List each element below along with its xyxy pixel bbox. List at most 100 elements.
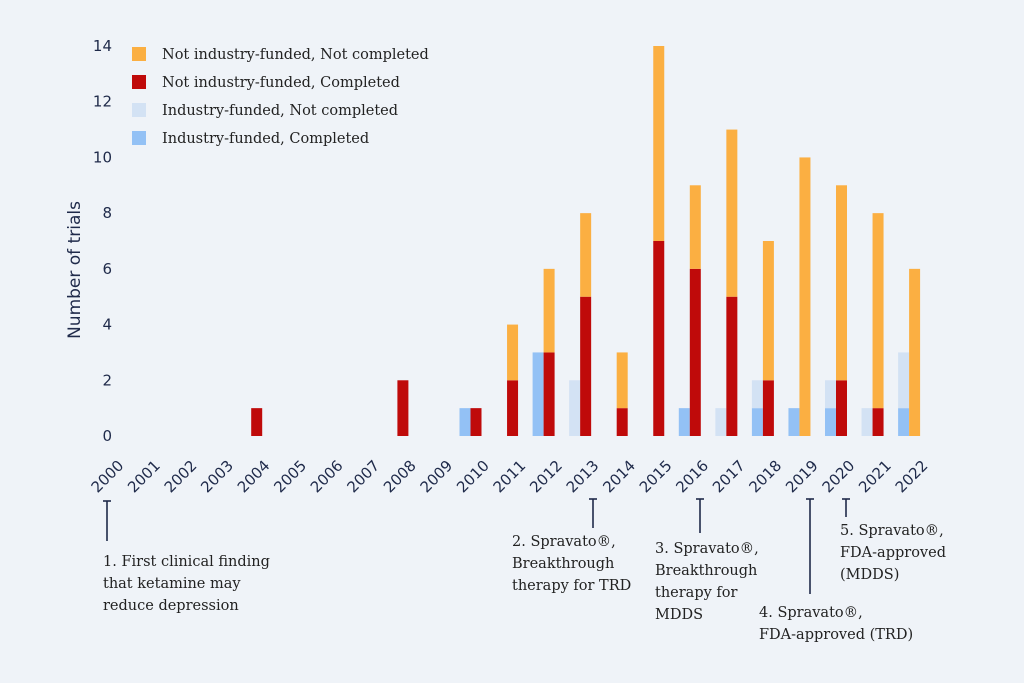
y-axis-ticks: 0 2 4 6 8 10 12 14 [93,37,112,445]
y-tick-label: 8 [102,204,112,222]
y-tick-label: 12 [93,93,112,111]
bar-2004-not-industry-funded-completed [251,408,263,436]
bar-2017-not-industry-funded-completed [726,296,738,436]
x-tick-label: 2022 [892,457,932,497]
x-tick-label: 2010 [453,457,493,497]
bar-2012-not-industry-funded-not-completed [543,268,555,353]
bar-2014-not-industry-funded-not-completed [616,352,628,409]
bar-2010-not-industry-funded-completed [470,408,482,436]
legend-label: Not industry-funded, Completed [162,75,400,91]
bar-2021-industry-funded-not-completed [861,408,873,436]
y-axis-label: Number of trials [65,201,85,339]
bar-2015-not-industry-funded-not-completed [653,46,665,241]
x-tick-label: 2016 [672,457,712,497]
bar-2015-not-industry-funded-completed [653,241,665,436]
bar-2019-industry-funded-completed [788,408,800,436]
bar-2018-industry-funded-completed [751,408,763,436]
bar-2020-industry-funded-completed [825,408,836,436]
x-tick-label: 2008 [380,457,420,497]
legend-swatch [132,47,146,61]
x-tick-label: 2004 [234,457,274,497]
x-tick-label: 2003 [197,457,237,497]
annotation-text: Breakthrough [512,556,614,572]
legend-swatch [132,75,146,89]
x-tick-label: 2009 [417,457,457,497]
x-tick-label: 2007 [343,457,383,497]
bar-2018-not-industry-funded-completed [762,380,774,436]
bar-2013-not-industry-funded-completed [580,296,592,436]
bar-2013-not-industry-funded-not-completed [580,213,592,297]
x-tick-label: 2011 [490,457,530,497]
x-tick-label: 2006 [307,457,347,497]
bar-2011-not-industry-funded-completed [507,380,519,436]
annotation-text: (MDDS) [840,567,899,583]
annotation-text: 3. Spravato®, [655,541,759,557]
annotation-text: 1. First clinical finding [103,554,270,570]
x-tick-label: 2002 [161,457,201,497]
annotation-text: therapy for [655,585,738,601]
bar-2017-not-industry-funded-not-completed [726,129,738,297]
bar-2022-not-industry-funded-not-completed [909,268,921,436]
bar-2016-not-industry-funded-not-completed [689,185,701,269]
x-tick-label: 2015 [636,457,676,497]
bar-2022-industry-funded-completed [898,408,910,436]
annotation-text: Breakthrough [655,563,757,579]
annotations-layer: 1. First clinical finding that ketamine m… [103,498,946,643]
bar-2014-not-industry-funded-completed [616,408,628,436]
y-tick-label: 10 [93,148,112,166]
x-tick-label: 2017 [709,457,749,497]
y-tick-label: 6 [102,260,112,278]
bar-2017-industry-funded-not-completed [715,408,727,436]
annotation-text: 2. Spravato®, [512,534,616,550]
x-tick-label: 2014 [599,457,639,497]
bar-2012-not-industry-funded-completed [543,352,555,436]
y-tick-label: 14 [93,37,112,55]
bar-2016-not-industry-funded-completed [689,268,701,436]
annotation-text: FDA-approved (TRD) [759,627,913,643]
x-tick-label: 2019 [782,457,822,497]
annotation-text: 5. Spravato®, [840,523,944,539]
x-tick-label: 2001 [124,457,164,497]
annotation-text: that ketamine may [103,576,241,592]
bars-layer [251,46,921,436]
bar-2011-not-industry-funded-not-completed [507,324,519,381]
y-tick-label: 4 [102,316,112,334]
annotation-text: reduce depression [103,598,239,614]
annotation-text: therapy for TRD [512,578,631,594]
x-tick-label: 2018 [745,457,785,497]
x-tick-label: 2005 [270,457,310,497]
annotation-text: FDA-approved [840,545,946,561]
annotation-text: 4. Spravato®, [759,605,863,621]
x-tick-label: 2021 [855,457,895,497]
bar-2019-not-industry-funded-not-completed [799,157,811,436]
annotation-text: MDDS [655,607,703,623]
bar-2022-industry-funded-not-completed [898,352,910,409]
bar-2008-not-industry-funded-completed [397,380,409,436]
bar-2013-industry-funded-not-completed [569,380,581,436]
bar-2021-not-industry-funded-completed [872,408,884,436]
bar-2020-not-industry-funded-completed [836,380,847,436]
bar-2021-not-industry-funded-not-completed [872,213,884,409]
legend-label: Industry-funded, Completed [162,131,369,147]
legend: Not industry-funded, Not completed Not in… [132,47,429,147]
legend-label: Industry-funded, Not completed [162,103,398,119]
x-tick-label: 2020 [819,457,859,497]
bar-2018-industry-funded-not-completed [751,380,763,409]
x-tick-label: 2013 [563,457,603,497]
bar-2010-industry-funded-completed [459,408,471,436]
x-axis-ticks: 2000200120022003200420052006200720082009… [88,457,932,497]
legend-swatch [132,131,146,145]
bar-2018-not-industry-funded-not-completed [762,241,774,381]
y-tick-label: 0 [102,427,112,445]
bar-2016-industry-funded-completed [678,408,690,436]
x-tick-label: 2000 [88,457,128,497]
y-tick-label: 2 [102,371,112,389]
legend-swatch [132,103,146,117]
x-tick-label: 2012 [526,457,566,497]
legend-label: Not industry-funded, Not completed [162,47,429,63]
bar-2020-industry-funded-not-completed [825,380,836,409]
bar-2020-not-industry-funded-not-completed [836,185,847,381]
bar-2012-industry-funded-completed [532,352,544,436]
